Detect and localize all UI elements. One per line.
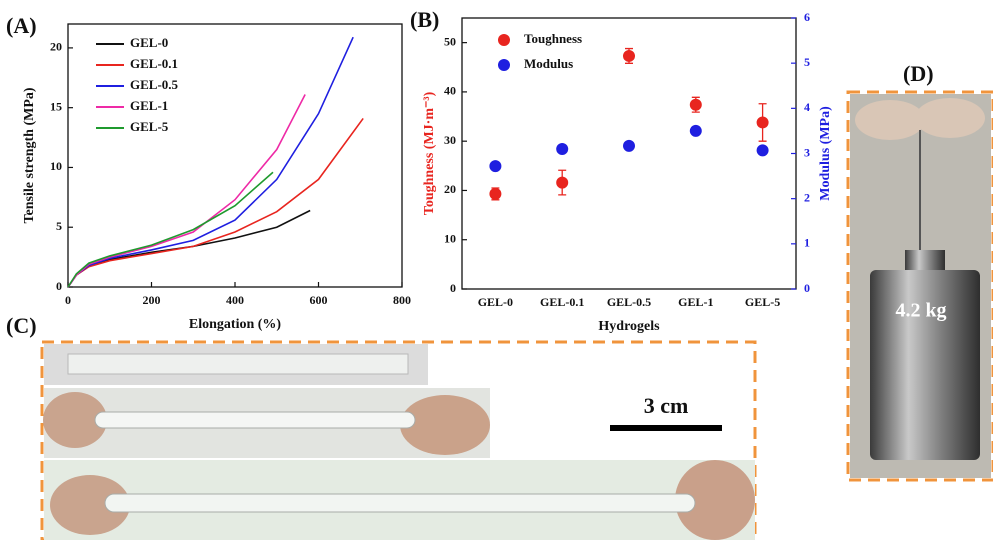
y2-axis-label: Modulus (MPa) — [818, 106, 833, 201]
y-tick-label: 10 — [444, 231, 456, 245]
line-series — [67, 171, 274, 288]
x-axis-label: Elongation (%) — [189, 317, 282, 332]
line-series — [67, 117, 364, 288]
data-point — [756, 116, 769, 129]
y-axis-label: Toughness (MJ·m⁻³) — [422, 91, 437, 215]
y-tick-label: 1 — [804, 236, 810, 250]
line-series — [67, 94, 306, 288]
panel-label: (C) — [6, 313, 37, 338]
y-tick-label: 20 — [444, 182, 456, 196]
x-tick-label: GEL-0.5 — [607, 295, 651, 309]
y-axis-label: Tensile strength (MPa) — [22, 87, 37, 223]
plot-frame — [67, 23, 403, 288]
x-tick-label: 400 — [226, 293, 244, 307]
y-tick-label: 3 — [804, 145, 810, 159]
x-tick-label: 0 — [65, 293, 71, 307]
data-point — [489, 187, 502, 200]
data-point — [623, 139, 635, 152]
y-tick-label: 5 — [804, 55, 810, 69]
x-tick-label: 200 — [143, 293, 161, 307]
legend-label: Toughness — [524, 31, 582, 46]
x-tick-label: 800 — [393, 293, 411, 307]
photo-d: 4.2 kg — [846, 90, 993, 482]
scale-label: 3 cm — [644, 393, 689, 418]
weight-label: 4.2 kg — [895, 300, 946, 322]
y-tick-label: 15 — [50, 99, 62, 113]
data-point — [689, 124, 702, 137]
legend-label: GEL-0 — [130, 35, 168, 50]
y-tick-label: 0 — [56, 279, 62, 293]
x-tick-label: GEL-1 — [678, 295, 713, 309]
y-tick-label: 40 — [444, 84, 456, 98]
legend-label: GEL-0.1 — [130, 56, 178, 71]
photo-c: 3 cm — [40, 340, 757, 540]
panel-label: (A) — [6, 13, 37, 38]
y-tick-label: 4 — [804, 100, 810, 114]
x-tick-label: GEL-0.1 — [540, 295, 584, 309]
y-tick-label: 0 — [450, 281, 456, 295]
y-tick-label: 10 — [50, 159, 62, 173]
legend-label: GEL-1 — [130, 98, 168, 113]
legend-label: GEL-5 — [130, 119, 169, 134]
x-tick-label: 600 — [310, 293, 328, 307]
y-tick-label: 5 — [56, 219, 62, 233]
legend-label: GEL-0.5 — [130, 77, 179, 92]
legend-swatch — [498, 34, 510, 46]
y-tick-label: 6 — [804, 10, 810, 24]
legend-swatch — [498, 59, 510, 71]
y-tick-label: 0 — [804, 281, 810, 295]
data-point — [689, 98, 702, 111]
line-series — [67, 36, 354, 288]
data-point — [623, 49, 635, 62]
y-tick-label: 50 — [444, 34, 456, 48]
y-tick-label: 20 — [50, 40, 62, 54]
panel-label: (B) — [410, 7, 439, 32]
data-point — [556, 176, 569, 189]
x-axis-label: Hydrogels — [598, 319, 660, 334]
x-tick-label: GEL-5 — [745, 295, 780, 309]
line-series — [67, 209, 311, 288]
data-point — [756, 144, 769, 157]
legend-label: Modulus — [524, 56, 573, 71]
panel-label: (D) — [903, 61, 934, 86]
data-point — [556, 142, 569, 155]
data-point — [489, 160, 502, 173]
y-tick-label: 30 — [444, 133, 456, 147]
x-tick-label: GEL-0 — [478, 295, 513, 309]
y-tick-label: 2 — [804, 190, 810, 204]
